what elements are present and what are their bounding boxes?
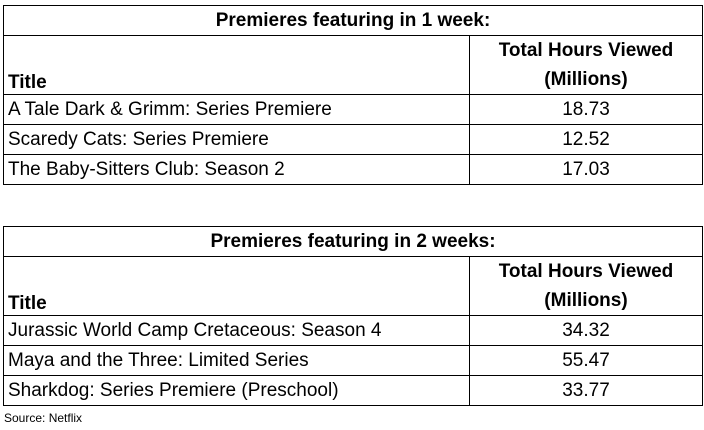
row-hours: 33.77 (469, 375, 703, 406)
column-header-hours-line1: Total Hours Viewed (498, 40, 674, 61)
table-row: The Baby-Sitters Club: Season 2 17.03 (3, 154, 703, 185)
column-header-hours-line2: (Millions) (544, 69, 628, 90)
table-caption: Premieres featuring in 1 week: (3, 5, 703, 36)
column-header-hours-line2: (Millions) (544, 290, 628, 311)
row-hours: 34.32 (469, 315, 703, 346)
column-header-hours: Total Hours Viewed (Millions) (469, 256, 703, 316)
row-title: Scaredy Cats: Series Premiere (3, 124, 470, 155)
row-hours: 17.03 (469, 154, 703, 185)
column-header-hours-line1: Total Hours Viewed (498, 261, 674, 282)
row-hours: 55.47 (469, 345, 703, 376)
table-row: Scaredy Cats: Series Premiere 12.52 (3, 124, 703, 155)
column-header-title: Title (3, 256, 470, 316)
table-row: Maya and the Three: Limited Series 55.47 (3, 345, 703, 376)
premieres-1-week-table: Premieres featuring in 1 week: Title Tot… (3, 5, 703, 185)
source-note: Source: Netflix (4, 411, 83, 425)
row-hours: 18.73 (469, 94, 703, 125)
row-title: Jurassic World Camp Cretaceous: Season 4 (3, 315, 470, 346)
row-title: The Baby-Sitters Club: Season 2 (3, 154, 470, 185)
premieres-2-weeks-table: Premieres featuring in 2 weeks: Title To… (3, 226, 703, 406)
row-title: Sharkdog: Series Premiere (Preschool) (3, 375, 470, 406)
row-title: A Tale Dark & Grimm: Series Premiere (3, 94, 470, 125)
row-title: Maya and the Three: Limited Series (3, 345, 470, 376)
table-row: Sharkdog: Series Premiere (Preschool) 33… (3, 375, 703, 406)
table-caption: Premieres featuring in 2 weeks: (3, 226, 703, 257)
table-row: Jurassic World Camp Cretaceous: Season 4… (3, 315, 703, 346)
table-row: A Tale Dark & Grimm: Series Premiere 18.… (3, 94, 703, 125)
row-hours: 12.52 (469, 124, 703, 155)
column-header-hours: Total Hours Viewed (Millions) (469, 35, 703, 95)
column-header-title: Title (3, 35, 470, 95)
